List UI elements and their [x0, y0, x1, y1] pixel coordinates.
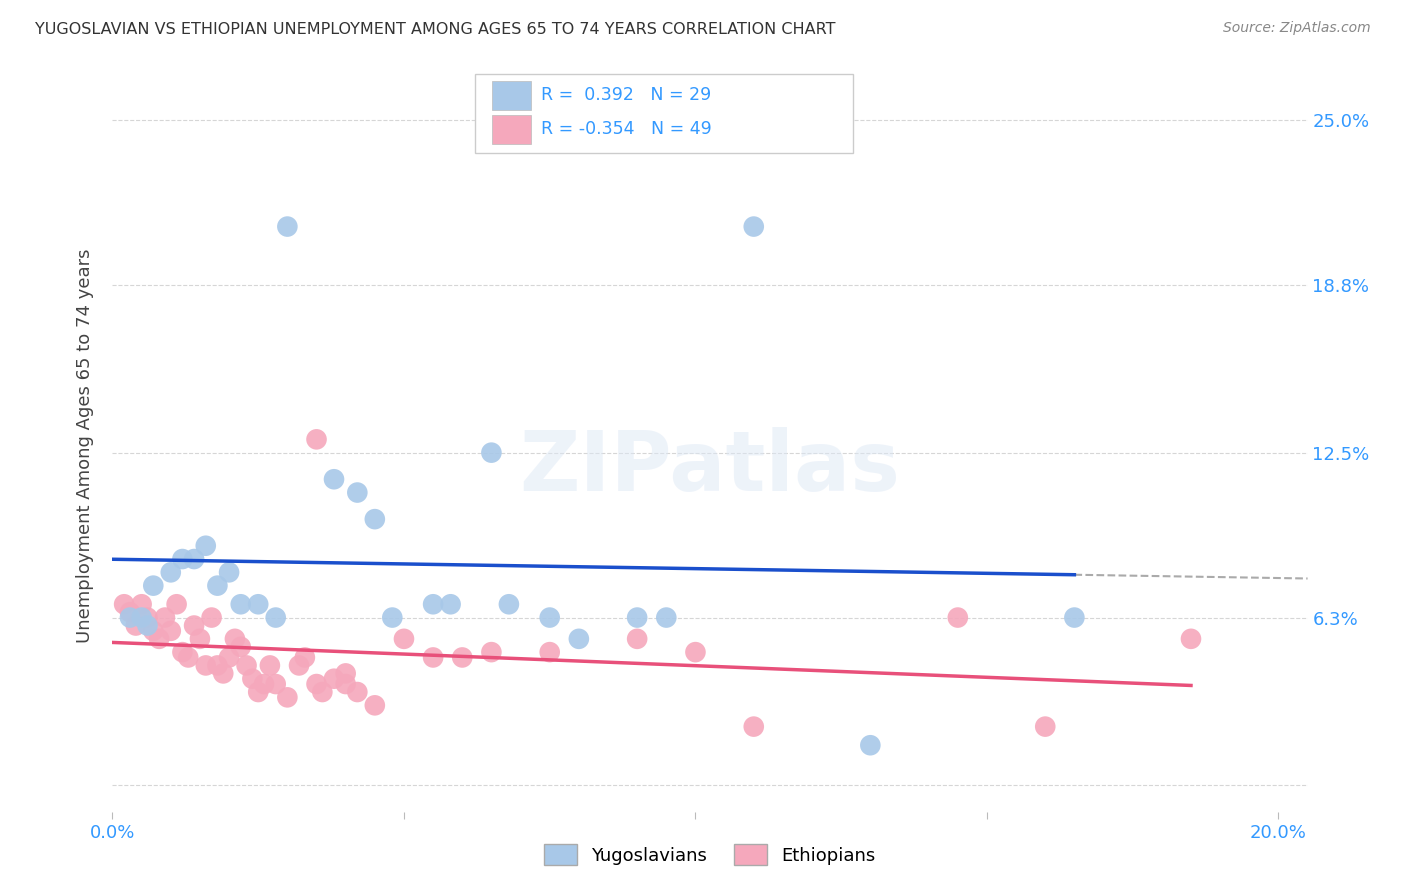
Point — [742, 720, 765, 734]
Point — [183, 618, 205, 632]
Point — [685, 645, 707, 659]
Point — [259, 658, 281, 673]
Point — [294, 650, 316, 665]
Point — [364, 698, 387, 713]
Point — [253, 677, 276, 691]
Point — [568, 632, 591, 646]
Point — [218, 650, 240, 665]
Point — [235, 658, 257, 673]
Text: Source: ZipAtlas.com: Source: ZipAtlas.com — [1223, 21, 1371, 35]
Point — [481, 645, 503, 659]
Point — [177, 650, 200, 665]
Point — [655, 610, 678, 624]
Point — [288, 658, 311, 673]
Point — [112, 597, 135, 611]
Point — [229, 640, 252, 654]
Point — [224, 632, 246, 646]
Point — [207, 658, 229, 673]
Point — [626, 610, 648, 624]
Point — [335, 677, 357, 691]
Point — [305, 433, 328, 447]
Point — [264, 677, 287, 691]
Point — [392, 632, 415, 646]
Legend: Yugoslavians, Ethiopians: Yugoslavians, Ethiopians — [537, 837, 883, 872]
Point — [335, 666, 357, 681]
Point — [323, 472, 346, 486]
Point — [422, 597, 444, 611]
Point — [364, 512, 387, 526]
Point — [136, 610, 159, 624]
Point — [142, 579, 165, 593]
Point — [742, 219, 765, 234]
Text: YUGOSLAVIAN VS ETHIOPIAN UNEMPLOYMENT AMONG AGES 65 TO 74 YEARS CORRELATION CHAR: YUGOSLAVIAN VS ETHIOPIAN UNEMPLOYMENT AM… — [35, 22, 835, 37]
Point — [118, 605, 141, 619]
Point — [166, 597, 188, 611]
Point — [1063, 610, 1085, 624]
Point — [264, 610, 287, 624]
Point — [212, 666, 235, 681]
Point — [346, 685, 368, 699]
Point — [183, 552, 205, 566]
Point — [247, 685, 270, 699]
Point — [131, 597, 153, 611]
Point — [194, 539, 217, 553]
Point — [626, 632, 648, 646]
Point — [276, 690, 298, 705]
Point — [118, 610, 141, 624]
Point — [131, 610, 153, 624]
Point — [159, 624, 181, 638]
Point — [346, 485, 368, 500]
Point — [153, 610, 176, 624]
Point — [1033, 720, 1056, 734]
Point — [172, 645, 194, 659]
Point — [200, 610, 222, 624]
Point — [159, 566, 181, 580]
Point — [136, 618, 159, 632]
Point — [207, 579, 229, 593]
Point — [946, 610, 969, 624]
Point — [311, 685, 333, 699]
Point — [498, 597, 520, 611]
Point — [229, 597, 252, 611]
Point — [481, 445, 503, 459]
Point — [305, 677, 328, 691]
Point — [439, 597, 461, 611]
Point — [859, 738, 882, 752]
Point — [125, 618, 148, 632]
Point — [142, 624, 165, 638]
Text: R = -0.354   N = 49: R = -0.354 N = 49 — [541, 120, 711, 138]
Point — [323, 672, 346, 686]
Text: R =  0.392   N = 29: R = 0.392 N = 29 — [541, 87, 711, 104]
Point — [218, 566, 240, 580]
Point — [451, 650, 474, 665]
Point — [242, 672, 264, 686]
Point — [422, 650, 444, 665]
Point — [188, 632, 211, 646]
Point — [1180, 632, 1202, 646]
Y-axis label: Unemployment Among Ages 65 to 74 years: Unemployment Among Ages 65 to 74 years — [76, 249, 94, 643]
Point — [276, 219, 298, 234]
Point — [247, 597, 270, 611]
Point — [538, 610, 561, 624]
Point — [538, 645, 561, 659]
Point — [172, 552, 194, 566]
Point — [381, 610, 404, 624]
Point — [148, 632, 170, 646]
Text: ZIPatlas: ZIPatlas — [520, 427, 900, 508]
Point — [194, 658, 217, 673]
